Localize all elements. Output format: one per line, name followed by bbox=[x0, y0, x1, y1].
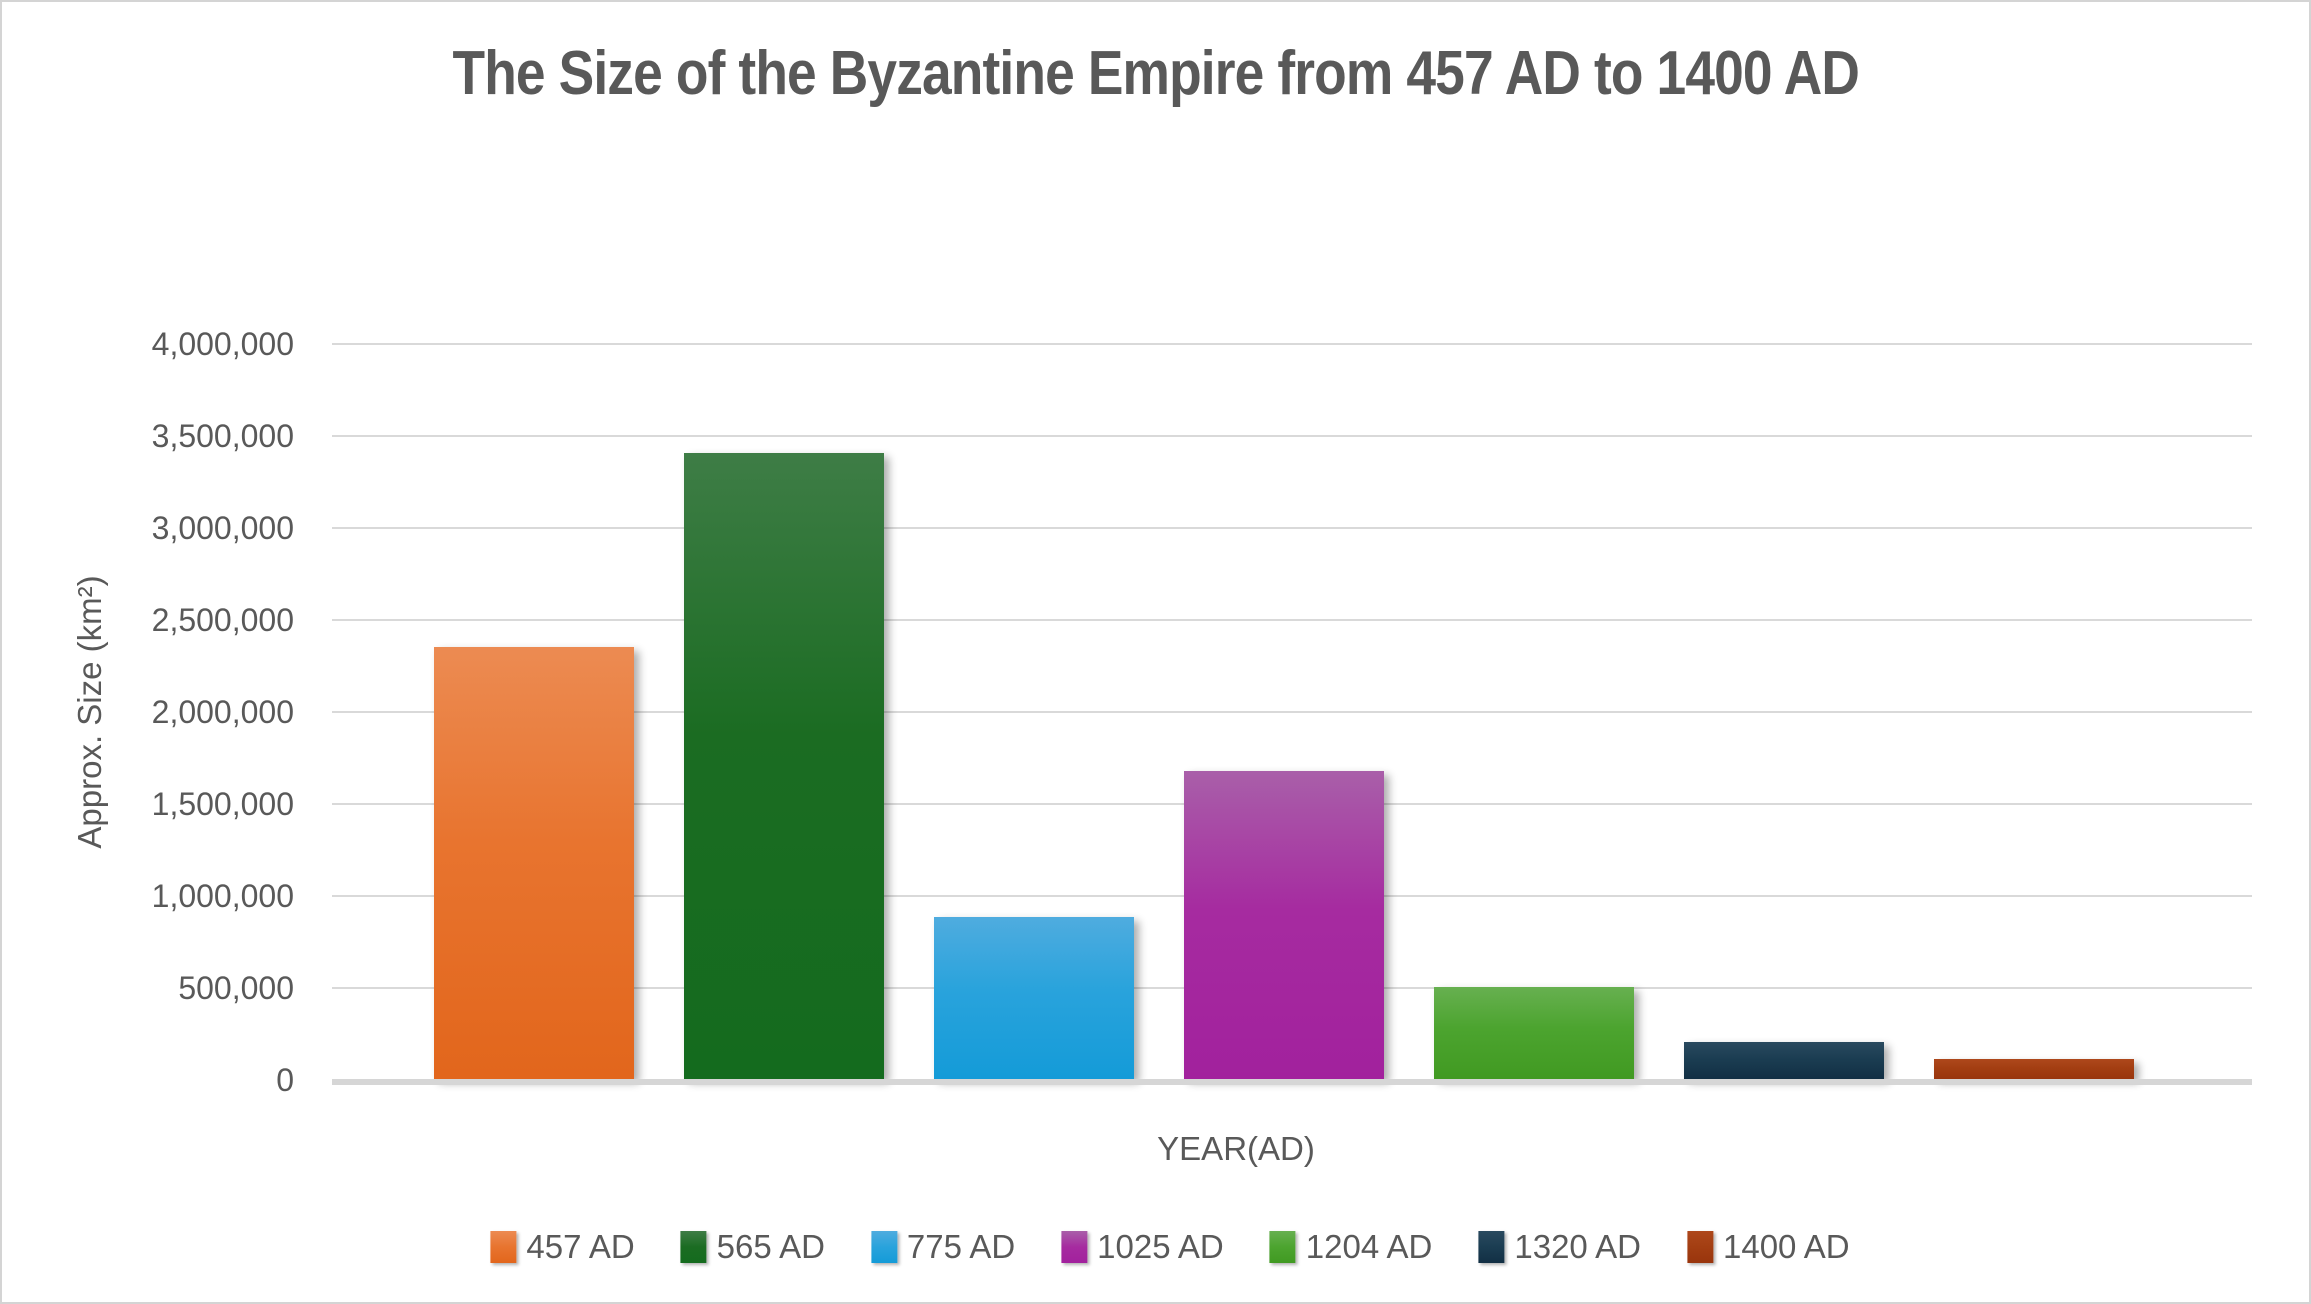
gridline bbox=[332, 343, 2252, 345]
legend-label: 1320 AD bbox=[1514, 1228, 1641, 1265]
legend-swatch bbox=[1061, 1231, 1088, 1263]
legend-label: 457 AD bbox=[526, 1228, 635, 1265]
legend-swatch bbox=[680, 1231, 707, 1263]
legend-label: 565 AD bbox=[716, 1228, 825, 1265]
bar-1204-ad bbox=[1434, 987, 1634, 1079]
legend-swatch bbox=[1686, 1231, 1713, 1263]
legend-label: 1400 AD bbox=[1722, 1228, 1850, 1265]
gridline bbox=[332, 711, 2252, 713]
bar-1320-ad bbox=[1684, 1042, 1884, 1079]
legend-swatch bbox=[1269, 1231, 1296, 1263]
legend-item-457-ad: 457 AD bbox=[490, 1228, 635, 1266]
legend-swatch bbox=[490, 1231, 517, 1263]
legend-item-1204-ad: 1204 AD bbox=[1269, 1228, 1433, 1266]
y-tick-label: 1,000,000 bbox=[151, 878, 294, 914]
x-axis-title: YEAR(AD) bbox=[1157, 1130, 1315, 1167]
y-tick-label: 3,500,000 bbox=[151, 418, 294, 454]
plot-area bbox=[332, 343, 2252, 1085]
bar-565-ad bbox=[684, 453, 884, 1079]
legend-item-775-ad: 775 AD bbox=[870, 1228, 1016, 1266]
legend: 457 AD 565 AD 775 AD 1025 AD 1204 AD 1320 AD 1… bbox=[490, 1228, 1850, 1266]
y-tick-label: 500,000 bbox=[178, 970, 294, 1006]
legend-item-1400-ad: 1400 AD bbox=[1686, 1228, 1850, 1266]
legend-label: 1025 AD bbox=[1097, 1228, 1224, 1265]
legend-item-1025-ad: 1025 AD bbox=[1061, 1228, 1224, 1266]
legend-item-565-ad: 565 AD bbox=[680, 1228, 825, 1266]
y-tick-label: 3,000,000 bbox=[151, 510, 294, 546]
legend-label: 1204 AD bbox=[1305, 1228, 1433, 1265]
gridline bbox=[332, 619, 2252, 621]
y-tick-label: 4,000,000 bbox=[151, 326, 294, 362]
legend-swatch bbox=[870, 1231, 897, 1263]
gridline bbox=[332, 435, 2252, 437]
x-axis-baseline bbox=[332, 1079, 2252, 1085]
chart-title: The Size of the Byzantine Empire from 45… bbox=[2, 38, 2309, 109]
bar-1025-ad bbox=[1184, 771, 1384, 1079]
y-tick-label: 2,500,000 bbox=[151, 602, 294, 638]
legend-swatch bbox=[1478, 1231, 1505, 1263]
chart-title-text: The Size of the Byzantine Empire from 45… bbox=[452, 39, 1859, 108]
bar-457-ad bbox=[434, 647, 634, 1079]
y-tick-label: 0 bbox=[276, 1062, 294, 1098]
legend-item-1320-ad: 1320 AD bbox=[1478, 1228, 1641, 1266]
bar-775-ad bbox=[934, 917, 1134, 1079]
gridline bbox=[332, 527, 2252, 529]
y-tick-label: 1,500,000 bbox=[151, 786, 294, 822]
y-tick-label: 2,000,000 bbox=[151, 694, 294, 730]
bar-1400-ad bbox=[1934, 1059, 2134, 1079]
legend-label: 775 AD bbox=[906, 1228, 1016, 1265]
